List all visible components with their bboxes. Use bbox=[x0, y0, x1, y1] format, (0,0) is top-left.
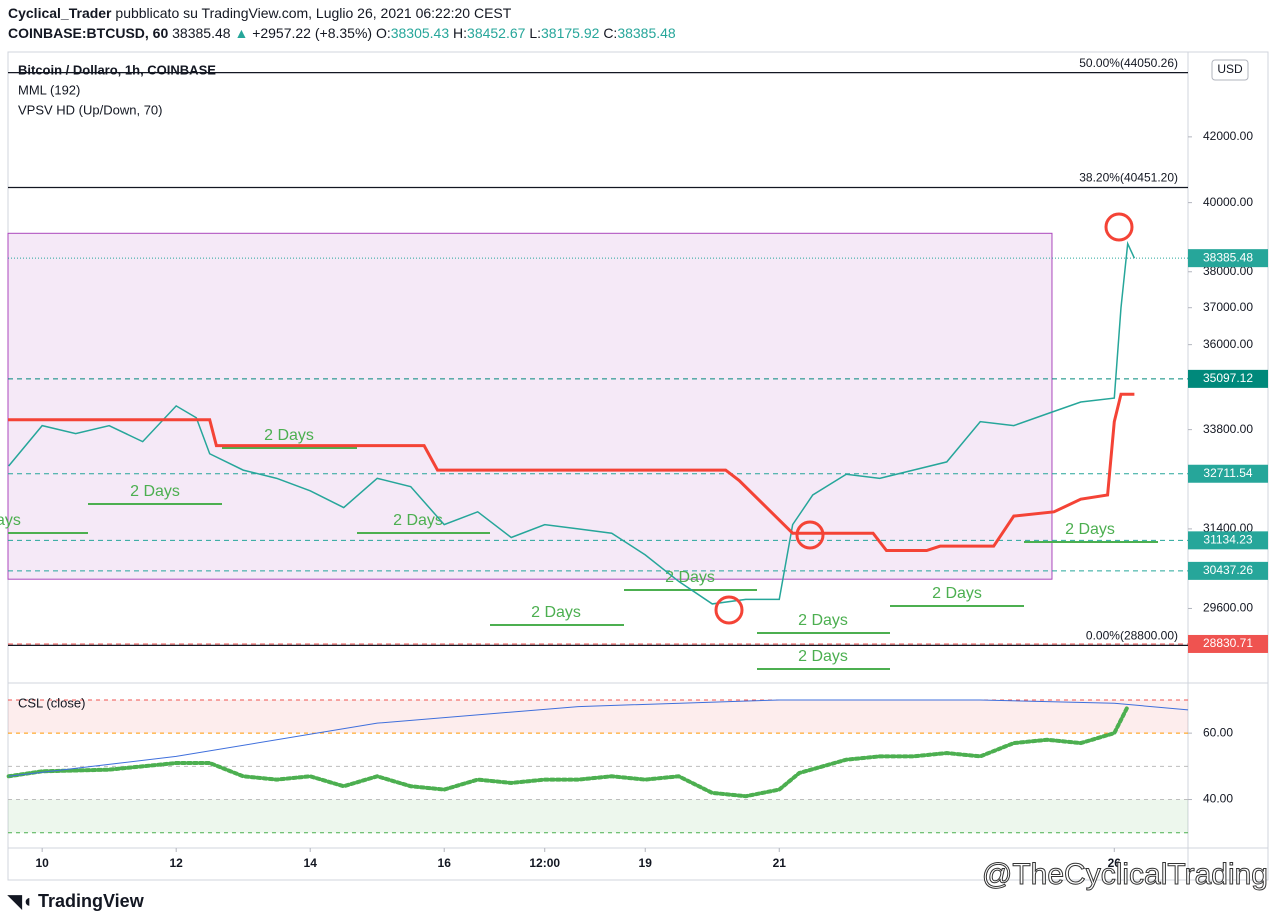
published: pubblicato su TradingView.com, Luglio 26… bbox=[115, 5, 512, 21]
price-line-series bbox=[8, 240, 1136, 605]
y-tick-label: 60.00 bbox=[1203, 725, 1233, 739]
y-tick-label: 33800.00 bbox=[1203, 422, 1253, 436]
overbought-zone bbox=[8, 699, 1188, 734]
price-label-box bbox=[1188, 531, 1268, 550]
annotation: 2 Days bbox=[264, 427, 314, 444]
y-tick-label: 40.00 bbox=[1203, 792, 1233, 806]
symbol: COINBASE:BTCUSD, 60 bbox=[8, 25, 169, 41]
price-label: 28830.71 bbox=[1203, 636, 1253, 650]
x-tick-label: 21 bbox=[773, 856, 787, 870]
highlight-circle bbox=[795, 520, 825, 550]
y-tick-label: 40000.00 bbox=[1203, 195, 1253, 209]
annotation: 2 Days bbox=[130, 483, 180, 500]
annotation: 2 Days bbox=[798, 648, 848, 665]
price-label-box bbox=[1188, 464, 1268, 483]
author: Cyclical_Trader bbox=[8, 5, 112, 21]
change: +2957.22 (+8.35%) bbox=[252, 25, 373, 41]
highlight-circle bbox=[1104, 212, 1134, 242]
price-label-box bbox=[1188, 369, 1268, 388]
x-tick-label: 10 bbox=[35, 856, 49, 870]
currency: USD bbox=[1217, 62, 1243, 76]
change-icon: ▲ bbox=[234, 25, 249, 41]
range-box bbox=[7, 232, 1053, 580]
csl-dots bbox=[6, 704, 1130, 799]
brand: TradingView bbox=[38, 891, 145, 911]
highlight-circle bbox=[714, 595, 744, 625]
annotation: 2 Days bbox=[798, 612, 848, 629]
ohlc-value: 38452.67 bbox=[467, 25, 526, 41]
fib-label: 0.00%(28800.00) bbox=[1086, 629, 1178, 643]
legend-entry: MML (192) bbox=[18, 82, 80, 97]
fib-label: 50.00%(44050.26) bbox=[1079, 56, 1178, 70]
mml-line bbox=[8, 392, 1135, 553]
annotation: 2 Days bbox=[665, 569, 715, 586]
x-tick-label: 19 bbox=[639, 856, 653, 870]
price-label: 35097.12 bbox=[1203, 371, 1253, 385]
legend-entry: Bitcoin / Dollaro, 1h, COINBASE bbox=[18, 62, 216, 77]
ohlc-value: 38175.92 bbox=[541, 25, 600, 41]
y-tick-label: 42000.00 bbox=[1203, 129, 1253, 143]
annotation: 2 Days bbox=[932, 585, 982, 602]
annotation: 2 Days bbox=[393, 512, 443, 529]
last: 38385.48 bbox=[172, 25, 231, 41]
brand-logo: ◥◖ bbox=[7, 891, 33, 911]
y-tick-label: 37000.00 bbox=[1203, 300, 1253, 314]
legend-entry: VPSV HD (Up/Down, 70) bbox=[18, 102, 163, 117]
fib-label: 38.20%(40451.20) bbox=[1079, 171, 1178, 185]
ohlc-key: O: bbox=[375, 25, 391, 41]
x-tick-label: 14 bbox=[304, 856, 318, 870]
ohlc-key: L: bbox=[529, 25, 542, 41]
symbol-line: COINBASE:BTCUSD, 60 38385.48 ▲ +2957.22 … bbox=[8, 25, 676, 41]
currency-box bbox=[1211, 59, 1249, 81]
x-tick-label: 12 bbox=[170, 856, 184, 870]
annotation: 2 Days bbox=[0, 512, 21, 529]
x-tick-label: 26 bbox=[1108, 856, 1122, 870]
price-label: 38385.48 bbox=[1203, 250, 1253, 264]
x-tick-label: 12:00 bbox=[529, 856, 560, 870]
ohlc-value: 38305.43 bbox=[390, 25, 450, 41]
header-line: Cyclical_Trader pubblicato su TradingVie… bbox=[8, 5, 511, 21]
x-tick-label: 16 bbox=[438, 856, 452, 870]
ohlc-key: H: bbox=[453, 25, 468, 41]
legend-entry: CSL (close) bbox=[18, 695, 85, 710]
annotation: 2 Days bbox=[531, 604, 581, 621]
price-label-box bbox=[1188, 561, 1268, 580]
csl-trend bbox=[8, 699, 1189, 777]
price-label-box bbox=[1188, 634, 1268, 653]
y-tick-label: 38000.00 bbox=[1203, 264, 1253, 278]
ohlc-value: 38385.48 bbox=[617, 25, 676, 41]
oversold-zone bbox=[8, 799, 1188, 833]
price-label: 30437.26 bbox=[1203, 563, 1253, 577]
watermark: @TheCyclicalTrading bbox=[982, 858, 1268, 891]
annotation: 2 Days bbox=[1065, 521, 1115, 538]
ohlc-key: C: bbox=[603, 25, 618, 41]
y-tick-label: 36000.00 bbox=[1203, 337, 1253, 351]
price-label: 31134.23 bbox=[1203, 533, 1252, 547]
price-label: 32711.54 bbox=[1203, 466, 1252, 480]
price-label-box bbox=[1188, 249, 1268, 268]
y-tick-label: 29600.00 bbox=[1203, 601, 1253, 615]
